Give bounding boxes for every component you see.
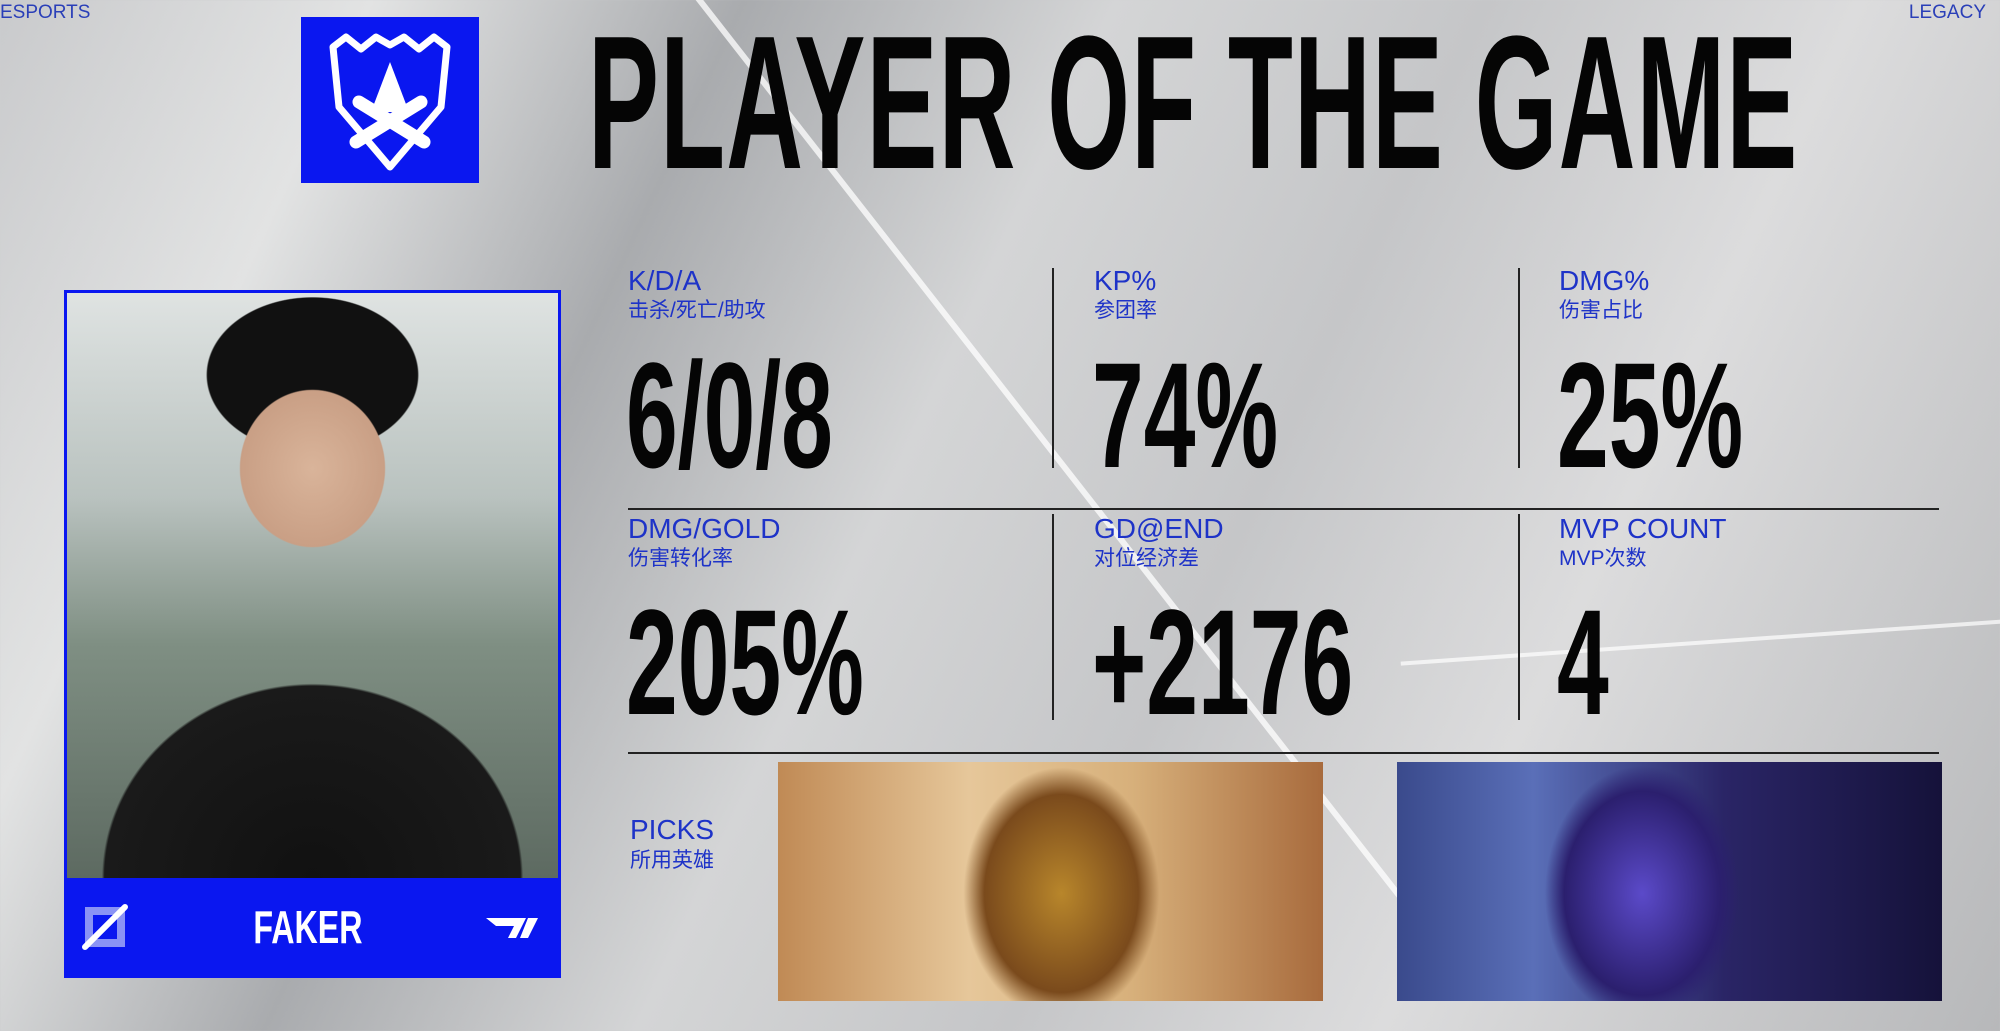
corner-label-esports: ESPORTS (0, 2, 91, 23)
player-name: FAKER (252, 900, 363, 953)
player-photo (67, 293, 558, 878)
stat-label-kda: K/D/A (628, 265, 702, 296)
champion-pick-azir (778, 762, 1323, 1001)
trophy-icon (329, 33, 451, 171)
stat-value-kp: 74% (1092, 331, 1279, 499)
stat-label-mvp-count: MVP COUNT (1559, 513, 1727, 544)
stat-sub-kp: 参团率 (1094, 299, 1157, 322)
stat-value-dmg-share: 25% (1557, 331, 1744, 499)
background-streak (1400, 618, 2000, 666)
stat-sub-mvp-count: MVP次数 (1559, 547, 1647, 570)
divider (1518, 268, 1520, 468)
corner-label-legacy: LEGACY (1908, 2, 1986, 23)
stat-label-dmg-share: DMG% (1559, 265, 1650, 296)
stat-sub-dmg-share: 伤害占比 (1559, 299, 1643, 322)
divider (1052, 268, 1054, 468)
player-card-footer: FAKER (67, 878, 558, 975)
divider (628, 752, 1939, 754)
stat-sub-dmg-gold: 伤害转化率 (628, 547, 733, 570)
t1-team-logo-icon (486, 917, 538, 938)
divider (1518, 514, 1520, 720)
stat-sub-gd-end: 对位经济差 (1094, 547, 1199, 570)
stat-label-kp: KP% (1094, 265, 1157, 296)
position-mid-icon (82, 903, 128, 950)
page-title: PLAYER OF THE GAME (588, 0, 1799, 209)
stat-value-kda: 6/0/8 (626, 331, 833, 499)
stat-sub-kda: 击杀/死亡/助攻 (628, 299, 766, 322)
stat-label-dmg-gold: DMG/GOLD (628, 513, 781, 544)
picks-sub: 所用英雄 (630, 849, 714, 872)
divider (1052, 514, 1054, 720)
divider (628, 508, 1939, 510)
stat-value-dmg-gold: 205% (626, 578, 864, 746)
picks-label: PICKS (630, 814, 715, 845)
stat-value-mvp-count: 4 (1557, 578, 1609, 746)
player-card: FAKER (64, 290, 561, 978)
champion-pick-ryze (1397, 762, 1942, 1001)
stat-label-gd-end: GD@END (1094, 513, 1224, 544)
worlds-logo (301, 17, 479, 183)
stat-value-gd-end: +2176 (1092, 578, 1354, 746)
